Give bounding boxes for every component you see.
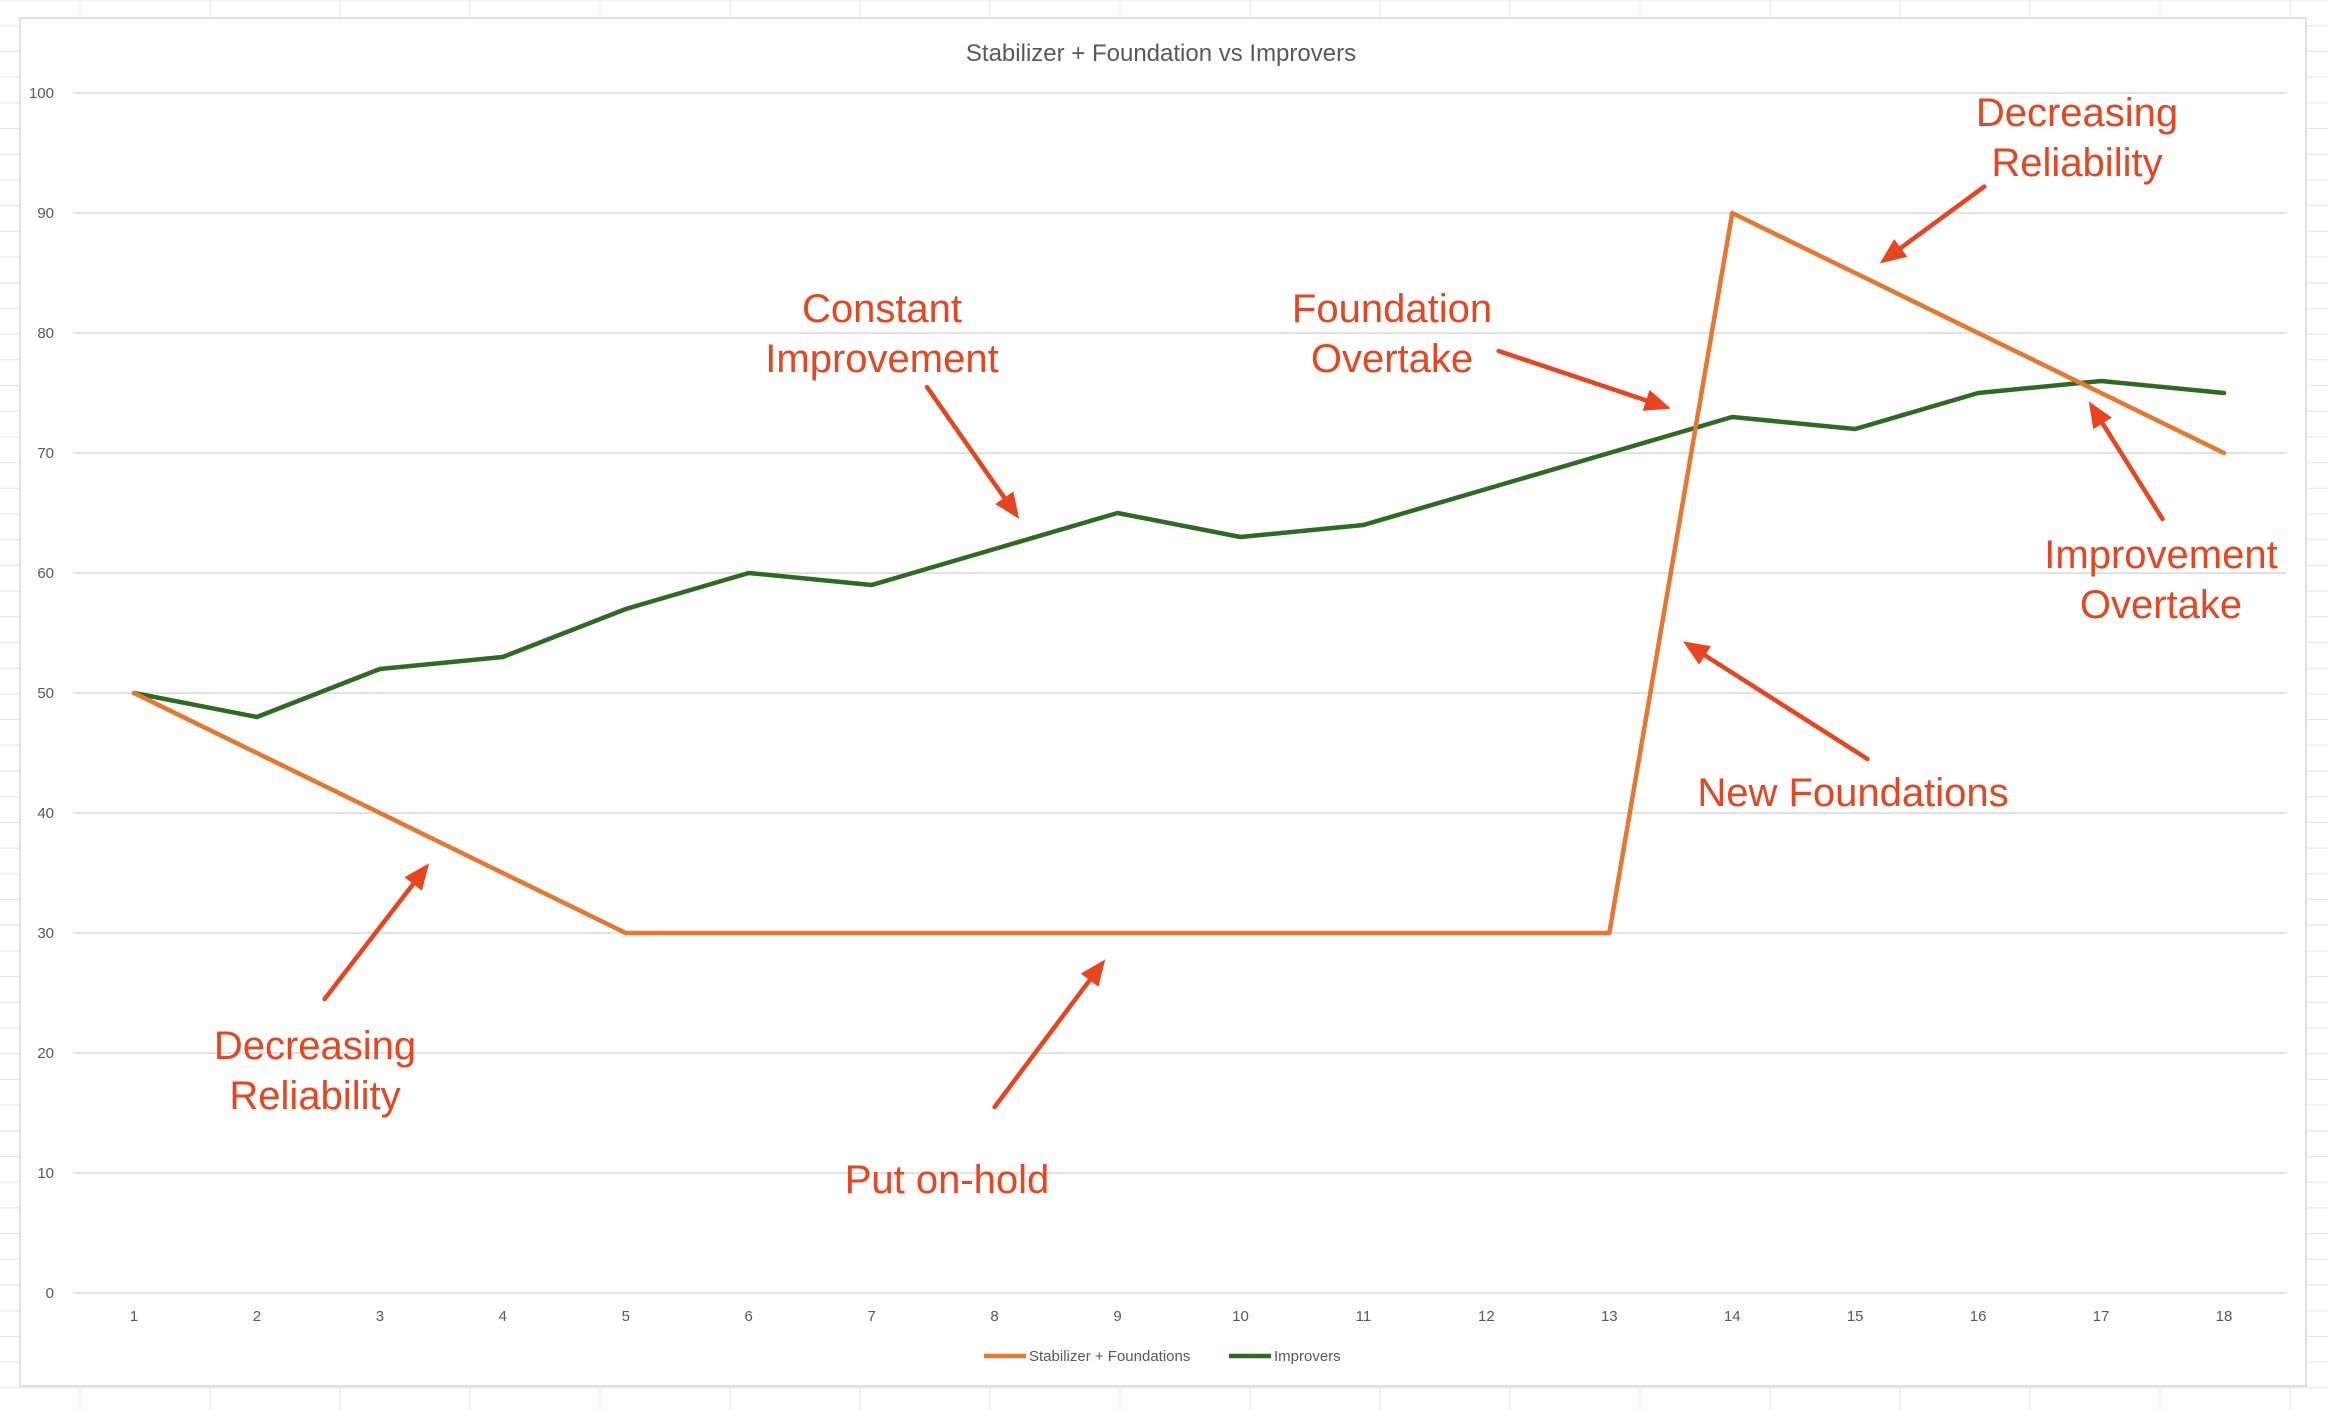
annotation-text-constant-improvement-1: Constant [802,287,962,331]
annotation-constant-improvement: Constant Improvement [765,287,1020,519]
series-line-improvers[interactable] [131,378,2227,720]
y-tick-label-80: 80 [37,325,54,342]
x-tick-label-11: 11 [1356,1308,1372,1325]
x-tick-label-17: 17 [2093,1308,2110,1325]
annotation-text-foundation-overtake-1: Foundation [1292,287,1492,331]
series-line-stabilizer-foundations[interactable] [131,210,2227,936]
y-tick-label-70: 70 [37,445,54,462]
y-axis-ticks: 0 10 20 30 40 50 60 70 80 90 100 [29,85,54,1302]
x-tick-label-2: 2 [253,1308,261,1325]
y-tick-label-40: 40 [37,805,54,822]
x-tick-label-3: 3 [376,1308,384,1325]
annotation-arrow-shaft-new-foundations [1702,653,1870,762]
annotation-arrow-shaft-constant-improvement [924,384,1007,500]
chart-area[interactable] [19,17,2307,1387]
annotation-arrow-shaft-foundation-overtake [1496,348,1649,403]
annotation-text-decreasing-reliability-left-2: Reliability [229,1074,400,1118]
annotation-text-decreasing-reliability-right-1: Decreasing [1976,91,2178,135]
annotation-text-improvement-overtake-2: Overtake [2080,583,2242,627]
annotation-arrow-shaft-improvement-overtake [2100,421,2165,522]
x-axis-ticks: 1 2 3 4 5 6 7 8 9 10 11 12 13 14 15 16 17 18 [130,1308,2233,1325]
annotation-layer: Decreasing Reliability Put on-hold Constant… [214,91,2278,1202]
annotation-arrow-shaft-decreasing-reliability-right [1898,184,1987,251]
y-tick-label-60: 60 [37,565,54,582]
annotation-text-decreasing-reliability-left-1: Decreasing [214,1024,416,1068]
annotation-arrow-head-put-on-hold [1080,959,1106,987]
annotation-text-improvement-overtake-1: Improvement [2044,533,2277,577]
y-tick-label-10: 10 [37,1165,54,1182]
annotation-arrow-shaft-put-on-hold [992,977,1092,1110]
x-tick-label-12: 12 [1478,1308,1495,1325]
annotation-put-on-hold: Put on-hold [845,959,1106,1202]
x-tick-label-8: 8 [990,1308,998,1325]
annotation-new-foundations: New Foundations [1683,641,2009,815]
annotation-text-new-foundations-1: New Foundations [1697,771,2008,815]
legend-label-stabilizer-foundations: Stabilizer + Foundations [1029,1348,1190,1365]
x-tick-label-4: 4 [499,1308,507,1325]
x-tick-label-13: 13 [1601,1308,1618,1325]
x-tick-label-1: 1 [130,1308,138,1325]
y-tick-label-100: 100 [29,85,54,102]
annotation-text-decreasing-reliability-right-2: Reliability [1991,141,2162,185]
annotation-arrow-head-decreasing-reliability-left [404,863,430,891]
x-tick-label-14: 14 [1724,1308,1741,1325]
x-tick-label-9: 9 [1113,1308,1121,1325]
x-tick-label-18: 18 [2216,1308,2233,1325]
x-tick-label-7: 7 [867,1308,875,1325]
annotation-text-constant-improvement-2: Improvement [765,337,998,381]
legend: Stabilizer + Foundations Improvers [984,1348,1341,1365]
y-tick-label-30: 30 [37,925,54,942]
annotation-arrow-head-decreasing-reliability-right [1879,239,1908,264]
annotation-arrow-head-constant-improvement [995,491,1020,519]
y-gridlines [74,92,2286,1294]
annotation-arrow-head-foundation-overtake [1642,389,1671,411]
y-tick-label-50: 50 [37,685,54,702]
x-tick-label-15: 15 [1847,1308,1864,1325]
x-tick-label-5: 5 [622,1308,630,1325]
y-tick-label-20: 20 [37,1045,54,1062]
legend-label-improvers: Improvers [1274,1348,1341,1365]
x-tick-label-6: 6 [745,1308,753,1325]
series-layer [131,210,2227,936]
annotation-improvement-overtake: Improvement Overtake [2044,401,2278,627]
annotation-text-foundation-overtake-2: Overtake [1311,337,1473,381]
y-tick-label-0: 0 [46,1285,54,1302]
annotation-foundation-overtake: Foundation Overtake [1292,287,1671,411]
x-tick-label-10: 10 [1232,1308,1249,1325]
x-tick-label-16: 16 [1970,1308,1987,1325]
annotation-text-put-on-hold-1: Put on-hold [845,1158,1050,1202]
annotation-arrow-head-improvement-overtake [2088,401,2112,430]
annotation-decreasing-reliability-right: Decreasing Reliability [1879,91,2178,264]
chart-title: Stabilizer + Foundation vs Improvers [966,40,1356,67]
y-tick-label-90: 90 [37,205,54,222]
annotation-arrow-head-new-foundations [1683,641,1711,665]
annotation-decreasing-reliability-left: Decreasing Reliability [214,863,430,1118]
annotation-arrow-shaft-decreasing-reliability-left [322,881,416,1002]
